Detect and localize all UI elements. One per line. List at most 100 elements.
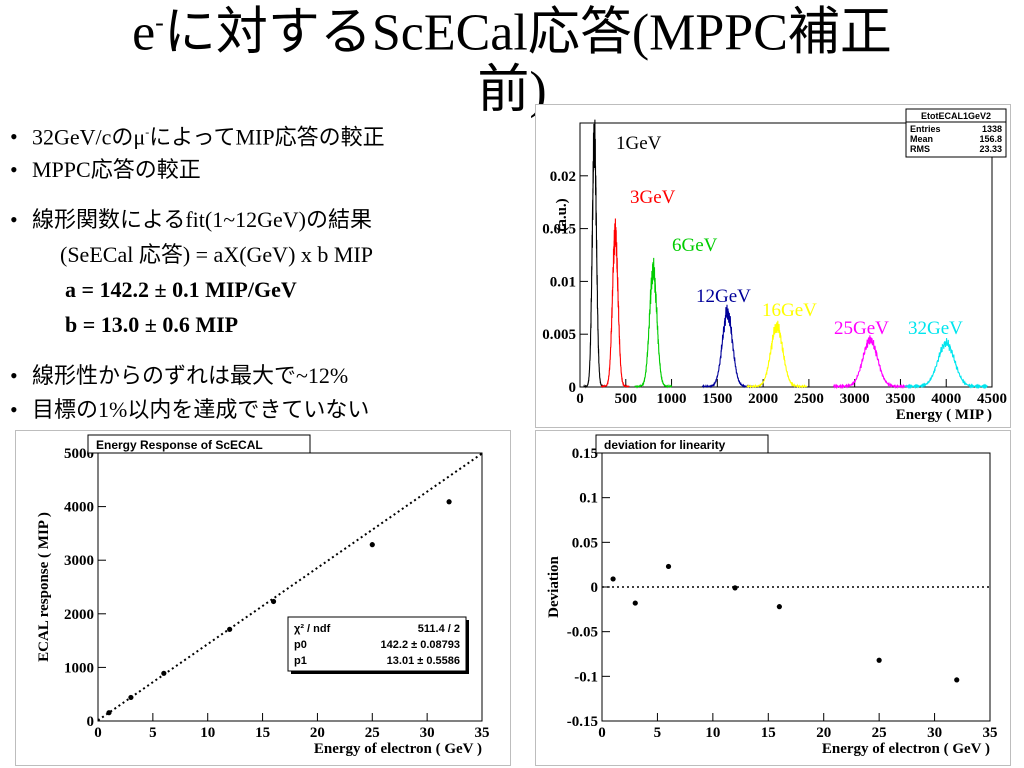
y-tick-label: 0.02 — [550, 169, 576, 185]
series-label-1GeV: 1GeV — [616, 133, 662, 154]
data-point — [369, 542, 375, 548]
series-curve-25GeV — [833, 335, 908, 390]
x-tick-label: 1500 — [702, 391, 732, 407]
data-point — [161, 670, 167, 676]
series-label-16GeV: 16GeV — [762, 300, 817, 321]
data-point — [227, 626, 233, 632]
x-tick-label: 30 — [927, 725, 942, 741]
x-tick-label: 10 — [705, 725, 720, 741]
chart-title: deviation for linearity — [604, 438, 726, 452]
y-tick-label: 0.015 — [542, 222, 576, 238]
x-tick-label: 2500 — [794, 391, 824, 407]
y-tick-label: 0.05 — [572, 535, 598, 551]
spectra-panel: 0 500 1000 1500 2000 2500 3000 3500 4000 4500 Ener… — [535, 104, 1011, 428]
data-point — [270, 598, 277, 605]
stats-value: 1338 — [982, 124, 1002, 134]
slide-title: e-に対するScECal応答(MPPC補正 前) — [0, 0, 1024, 120]
data-point — [632, 600, 638, 606]
x-tick-label: 20 — [816, 725, 831, 741]
fit-box — [287, 616, 467, 672]
x-tick-label: 15 — [761, 725, 776, 741]
x-tick-label: 4500 — [977, 391, 1007, 407]
y-tick-label: 0 — [569, 380, 577, 396]
bullet-target-not-met: • 目標の1%以内を達成できていない — [10, 397, 370, 422]
y-tick-label: 3000 — [64, 553, 94, 569]
x-tick-label: 35 — [983, 725, 998, 741]
bullet-mip-calibration: • 32GeV/cのμ-によってMIP応答の較正 — [10, 124, 385, 150]
x-axis-label: Energy ( MIP ) — [896, 407, 992, 423]
x-axis-label: Energy of electron ( GeV ) — [314, 741, 482, 757]
series-curve-3GeV — [600, 218, 630, 389]
x-tick-label: 30 — [420, 725, 435, 741]
fit-label: p1 — [294, 655, 307, 667]
data-point — [665, 563, 672, 570]
chart-title: Energy Response of ScECAL — [96, 438, 263, 452]
data-point — [106, 710, 112, 716]
x-tick-label: 0 — [576, 391, 584, 407]
y-tick-label: 0 — [591, 580, 599, 596]
fit-label: χ² / ndf — [294, 623, 331, 635]
response-panel: 0 5 10 15 20 25 30 35 Energy of electron ( GeV )… — [15, 430, 511, 766]
x-tick-label: 25 — [365, 725, 380, 741]
series-curve-1GeV — [583, 119, 606, 389]
fit-value: 142.2 ± 0.08793 — [381, 639, 460, 651]
data-point — [732, 585, 738, 591]
chart-title-box — [595, 434, 769, 454]
series-curve-6GeV — [634, 257, 673, 389]
plot-frame — [97, 452, 483, 722]
stats-label: Mean — [910, 134, 933, 144]
x-axis-label: Energy of electron ( GeV ) — [822, 741, 990, 757]
y-tick-label: 0.1 — [579, 491, 598, 507]
x-tick-label: 2000 — [748, 391, 778, 407]
stats-value: 23.33 — [979, 144, 1002, 154]
fit-param-b: b = 13.0 ± 0.6 MIP — [65, 312, 239, 337]
plot-frame — [579, 122, 993, 388]
x-tick-label: 5 — [149, 725, 157, 741]
fit-param-a: a = 142.2 ± 0.1 MIP/GeV — [65, 277, 297, 302]
series-label-6GeV: 6GeV — [672, 235, 718, 256]
bullet-mppc-calibration: • MPPC応答の較正 — [10, 157, 201, 182]
x-tick-label: 3000 — [840, 391, 870, 407]
fit-formula: (SeECal 応答) = aX(GeV) x b MIP — [60, 242, 374, 267]
data-point — [128, 694, 134, 701]
stats-value: 156.8 — [979, 134, 1002, 144]
x-tick-label: 0 — [94, 725, 102, 741]
stats-box — [905, 108, 1007, 158]
bullet-deviation-max: • 線形性からのずれは最大で~12% — [10, 363, 349, 388]
x-tick-label: 5 — [654, 725, 662, 741]
stats-label: Entries — [910, 124, 941, 134]
y-axis-label: ECAL response ( MIP ) — [36, 512, 52, 662]
series-curve-16GeV — [746, 320, 808, 389]
fit-label: p0 — [294, 639, 307, 651]
fit-line — [97, 452, 483, 722]
stats-label: RMS — [910, 144, 930, 154]
plot-frame — [601, 452, 991, 722]
x-tick-label: 20 — [310, 725, 325, 741]
y-tick-label: -0.1 — [574, 669, 598, 685]
y-axis-label: (a.u.) — [554, 198, 570, 231]
fit-value: 511.4 / 2 — [418, 623, 460, 635]
data-point — [876, 657, 882, 663]
x-tick-label: 25 — [872, 725, 887, 741]
series-label-25GeV: 25GeV — [834, 318, 889, 339]
y-axis-label: Deviation — [546, 556, 562, 618]
y-tick-label: -0.15 — [567, 714, 598, 730]
data-point — [610, 576, 616, 582]
spectra-chart: 0 500 1000 1500 2000 2500 3000 3500 4000 4500Ener… — [542, 108, 1007, 423]
y-tick-label: 0.15 — [572, 446, 598, 462]
y-tick-label: 4000 — [64, 500, 94, 516]
stats-box-title: EtotECAL1GeV2 — [921, 111, 991, 121]
x-tick-label: 0 — [598, 725, 606, 741]
data-point — [954, 677, 960, 683]
series-curve-12GeV — [701, 304, 753, 389]
x-tick-label: 15 — [255, 725, 270, 741]
y-tick-label: 2000 — [64, 607, 94, 623]
x-tick-label: 1000 — [657, 391, 687, 407]
y-tick-label: 0.01 — [550, 274, 576, 290]
deviation-panel: 0 5 10 15 20 25 30 35 Energy of electron ( GeV )… — [535, 430, 1011, 766]
data-point — [776, 604, 782, 610]
x-tick-label: 500 — [615, 391, 638, 407]
fit-value: 13.01 ± 0.5586 — [387, 655, 460, 667]
